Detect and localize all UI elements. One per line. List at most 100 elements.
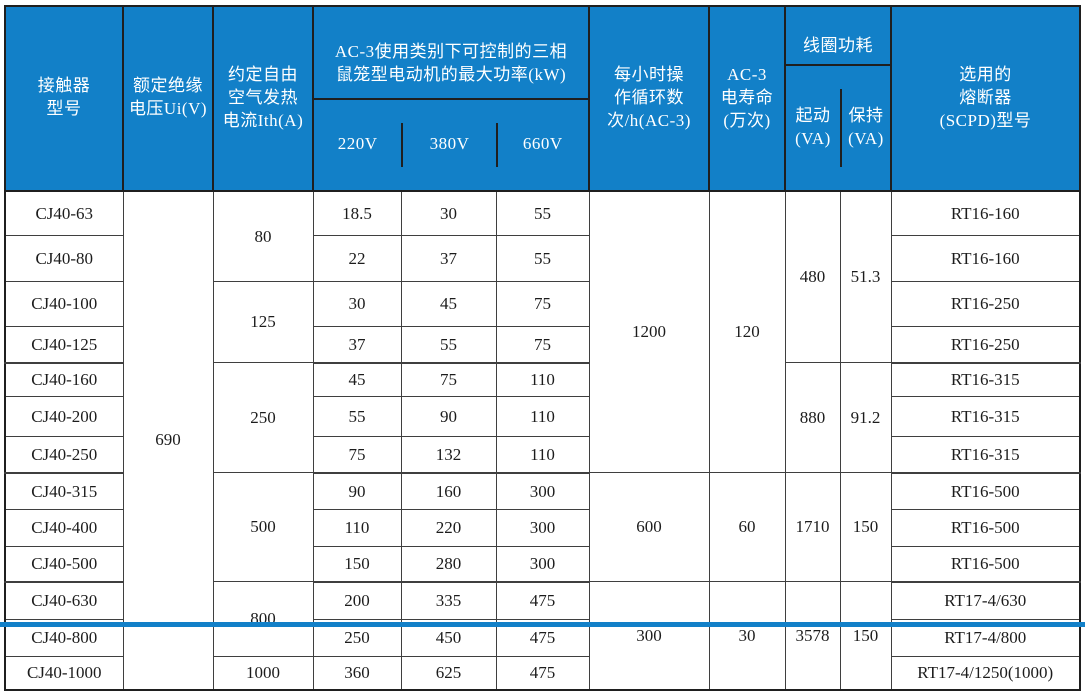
kw220-cell: 150	[312, 546, 402, 583]
kw660-cell: 110	[495, 436, 590, 474]
fuse-cell: RT17-4/630	[890, 581, 1081, 621]
model-cell: CJ40-630	[4, 581, 124, 621]
kw660-cell: 110	[495, 362, 590, 398]
header-row: 接触器 型号 额定绝缘 电压Ui(V) 约定自由 空气发热 电流Ith(A) A…	[4, 5, 1081, 192]
table-row: CJ40-80 22 37 55 RT16-160	[4, 235, 1081, 283]
table-row: CJ40-315 500 90 160 300 600 60 1710 150 …	[4, 472, 1081, 583]
kw660-cell: 300	[495, 509, 590, 548]
table-row: CJ40-125 37 55 75 RT16-250	[4, 326, 1081, 364]
kw660-cell: 55	[495, 190, 590, 237]
col-header-fuse: 选用的 熔断器 (SCPD)型号	[890, 5, 1081, 192]
coil-hold-cell: 51.3	[839, 190, 892, 364]
kw220-cell: 30	[312, 281, 402, 328]
kw660-cell: 55	[495, 235, 590, 283]
model-cell: CJ40-200	[4, 396, 124, 438]
model-cell: CJ40-63	[4, 190, 124, 237]
cycles-cell: 1200	[588, 190, 710, 474]
kw220-cell: 110	[312, 509, 402, 548]
fuse-cell: RT16-315	[890, 362, 1081, 398]
kw220-cell: 37	[312, 326, 402, 364]
ith-cell: 250	[212, 362, 314, 474]
col-header-ith: 约定自由 空气发热 电流Ith(A)	[212, 5, 314, 192]
kw660-cell: 75	[495, 281, 590, 328]
contactor-spec-table: 接触器 型号 额定绝缘 电压Ui(V) 约定自由 空气发热 电流Ith(A) A…	[4, 5, 1081, 691]
kw380-cell: 37	[400, 235, 497, 283]
model-cell: CJ40-100	[4, 281, 124, 328]
col-header-220v: 220V	[337, 134, 378, 154]
kw380-cell: 30	[400, 190, 497, 237]
kw220-cell: 200	[312, 581, 402, 621]
table-row: CJ40-200 55 90 110 RT16-315	[4, 396, 1081, 438]
model-cell: CJ40-160	[4, 362, 124, 398]
page: 接触器 型号 额定绝缘 电压Ui(V) 约定自由 空气发热 电流Ith(A) A…	[0, 5, 1085, 691]
kw380-cell: 335	[400, 581, 497, 621]
model-cell: CJ40-400	[4, 509, 124, 548]
model-cell: CJ40-125	[4, 326, 124, 364]
col-header-coil-hold: 保持 (VA)	[839, 88, 890, 167]
table-row: CJ40-100 125 30 45 75 RT16-250	[4, 281, 1081, 364]
table-row: CJ40-400 110 220 300 RT16-500	[4, 509, 1081, 548]
kw380-cell: 45	[400, 281, 497, 328]
kw220-cell: 22	[312, 235, 402, 283]
fuse-cell: RT16-500	[890, 509, 1081, 548]
power-group-label: AC-3使用类别下可控制的三相 鼠笼型电动机的最大功率(kW)	[314, 30, 588, 100]
kw220-cell: 360	[312, 656, 402, 691]
coil-start-cell: 1710	[784, 472, 841, 583]
coil-group-label: 线圈功耗	[786, 30, 890, 66]
model-cell: CJ40-250	[4, 436, 124, 474]
col-header-power-group: AC-3使用类别下可控制的三相 鼠笼型电动机的最大功率(kW) 220V 380…	[312, 5, 590, 192]
fuse-cell: RT16-315	[890, 396, 1081, 438]
kw380-cell: 625	[400, 656, 497, 691]
col-header-coil-group: 线圈功耗 起动 (VA) 保持 (VA)	[784, 5, 892, 192]
kw660-cell: 300	[495, 546, 590, 583]
col-header-model: 接触器 型号	[4, 5, 124, 192]
col-header-ui: 额定绝缘 电压Ui(V)	[122, 5, 214, 192]
coil-hold-cell: 150	[839, 472, 892, 583]
table-row: CJ40-160 250 45 75 110 880 91.2 RT16-315	[4, 362, 1081, 474]
kw380-cell: 160	[400, 472, 497, 511]
kw380-cell: 280	[400, 546, 497, 583]
fuse-cell: RT16-160	[890, 190, 1081, 237]
kw660-cell: 75	[495, 326, 590, 364]
life-cell: 60	[708, 472, 786, 583]
fuse-cell: RT16-500	[890, 472, 1081, 511]
col-header-life: AC-3 电寿命 (万次)	[708, 5, 786, 192]
kw380-cell: 220	[400, 509, 497, 548]
kw380-cell: 55	[400, 326, 497, 364]
kw660-cell: 300	[495, 472, 590, 511]
model-cell: CJ40-500	[4, 546, 124, 583]
ith-cell: 125	[212, 281, 314, 364]
ith-cell: 800	[212, 581, 314, 658]
col-header-380v: 380V	[401, 122, 495, 167]
life-cell: 30	[708, 581, 786, 691]
kw380-cell: 90	[400, 396, 497, 438]
fuse-cell: RT16-315	[890, 436, 1081, 474]
fuse-cell: RT16-250	[890, 326, 1081, 364]
coil-hold-cell: 91.2	[839, 362, 892, 474]
kw660-cell: 110	[495, 396, 590, 438]
table-row: CJ40-63 690 80 18.5 30 55 1200 120 480 5…	[4, 190, 1081, 691]
cycles-cell: 600	[588, 472, 710, 583]
kw660-cell: 475	[495, 656, 590, 691]
col-header-660v: 660V	[495, 122, 588, 167]
coil-start-cell: 880	[784, 362, 841, 474]
power-subheaders: 220V 380V 660V	[314, 122, 588, 167]
model-cell: CJ40-1000	[4, 656, 124, 691]
table-row: CJ40-250 75 132 110 RT16-315	[4, 436, 1081, 474]
kw220-cell: 45	[312, 362, 402, 398]
coil-hold-cell: 150	[839, 581, 892, 691]
coil-subheaders: 起动 (VA) 保持 (VA)	[786, 88, 890, 167]
kw220-cell: 55	[312, 396, 402, 438]
fuse-cell: RT16-250	[890, 281, 1081, 328]
ith-cell: 80	[212, 190, 314, 283]
fuse-cell: RT17-4/1250(1000)	[890, 656, 1081, 691]
kw220-cell: 75	[312, 436, 402, 474]
life-cell: 120	[708, 190, 786, 474]
model-cell: CJ40-80	[4, 235, 124, 283]
cycles-cell: 300	[588, 581, 710, 691]
ui-cell: 690	[122, 190, 214, 691]
col-header-coil-start: 起动 (VA)	[795, 105, 831, 148]
coil-start-cell: 480	[784, 190, 841, 364]
model-cell: CJ40-315	[4, 472, 124, 511]
fuse-cell: RT16-500	[890, 546, 1081, 583]
